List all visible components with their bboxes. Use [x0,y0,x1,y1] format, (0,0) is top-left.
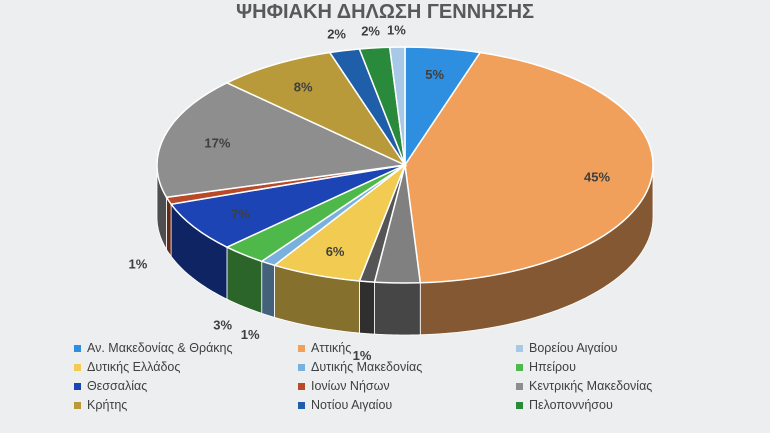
legend-item: Ιονίων Νήσων [298,379,390,393]
legend-label: Αττικής [311,341,351,355]
legend-item: Βορείου Αιγαίου [516,341,618,355]
chart-title: ΨΗΦΙΑΚΗ ΔΗΛΩΣΗ ΓΕΝΝΗΣΗΣ [236,1,534,23]
legend-label: Ιονίων Νήσων [311,379,390,393]
pie-slice-label-4: 6% [326,244,345,259]
legend-item: Πελοποννήσου [516,398,613,412]
legend: Αν. Μακεδονίας & Θράκης Αττικής Βορείου Αι… [74,341,652,412]
pie-slice-label-9: 17% [204,136,230,151]
legend-label: Δυτικής Ελλάδος [87,360,180,374]
legend-swatch [516,364,523,371]
pie-slice-1 [404,51,654,284]
legend-label: Κρήτης [87,398,127,412]
legend-item: Κεντρικής Μακεδονίας [516,379,652,393]
legend-swatch [74,383,81,390]
pie-slice-label-12: 2% [361,24,380,39]
legend-item: Αν. Μακεδονίας & Θράκης [74,341,233,355]
pie-tops [156,46,654,284]
legend-item: Αττικής [298,341,351,355]
legend-swatch [74,345,81,352]
legend-item: Κρήτης [74,398,127,412]
legend-swatch [298,364,305,371]
pie-slice-label-0: 5% [425,67,444,82]
legend-swatch [516,383,523,390]
legend-item: Δυτικής Μακεδονίας [298,360,422,374]
pie-slice-label-13: 1% [387,23,406,38]
legend-label: Αν. Μακεδονίας & Θράκης [87,341,233,355]
pie-slice-side-2 [374,281,421,336]
pie-slice-side-8 [166,195,172,258]
pie-slice-label-7: 7% [231,207,250,222]
legend-item: Θεσσαλίας [74,379,147,393]
legend-item: Νοτίου Αιγαίου [298,398,392,412]
legend-item: Δυτικής Ελλάδος [74,360,180,374]
legend-label: Ηπείρου [529,360,576,374]
pie-slice-label-8: 1% [129,256,148,271]
legend-swatch [298,383,305,390]
legend-label: Νοτίου Αιγαίου [311,398,392,412]
pie-slice-9 [156,82,408,199]
legend-label: Πελοποννήσου [529,398,613,412]
pie-slice-label-1: 45% [584,169,610,184]
legend-label: Βορείου Αιγαίου [529,341,618,355]
legend-label: Θεσσαλίας [87,379,147,393]
pie-slice-13 [388,46,406,166]
legend-item: Ηπείρου [516,360,576,374]
pie-sides [156,164,654,336]
pie-slice-label-10: 8% [294,80,313,95]
pie-slice-label-11: 2% [327,27,346,42]
legend-swatch [74,364,81,371]
legend-swatch [298,345,305,352]
legend-label: Κεντρικής Μακεδονίας [529,379,652,393]
pie-slice-10 [225,51,408,167]
pie-slice-label-3: 1% [353,348,372,363]
pie-labels: 5% 45% 1% 6% 1% 3% 7% 1% 17% 8% 2% 2% 1% [129,23,611,363]
legend-swatch [516,345,523,352]
pie-slice-side-3 [359,280,375,335]
legend-swatch [74,402,81,409]
legend-swatch [298,402,305,409]
pie-slice-7 [169,164,406,248]
legend-label: Δυτικής Μακεδονίας [311,360,422,374]
pie-slice-side-5 [261,260,275,318]
pie-slice-label-5: 1% [241,327,260,342]
pie-slice-label-6: 3% [213,317,232,332]
legend-swatch [516,402,523,409]
